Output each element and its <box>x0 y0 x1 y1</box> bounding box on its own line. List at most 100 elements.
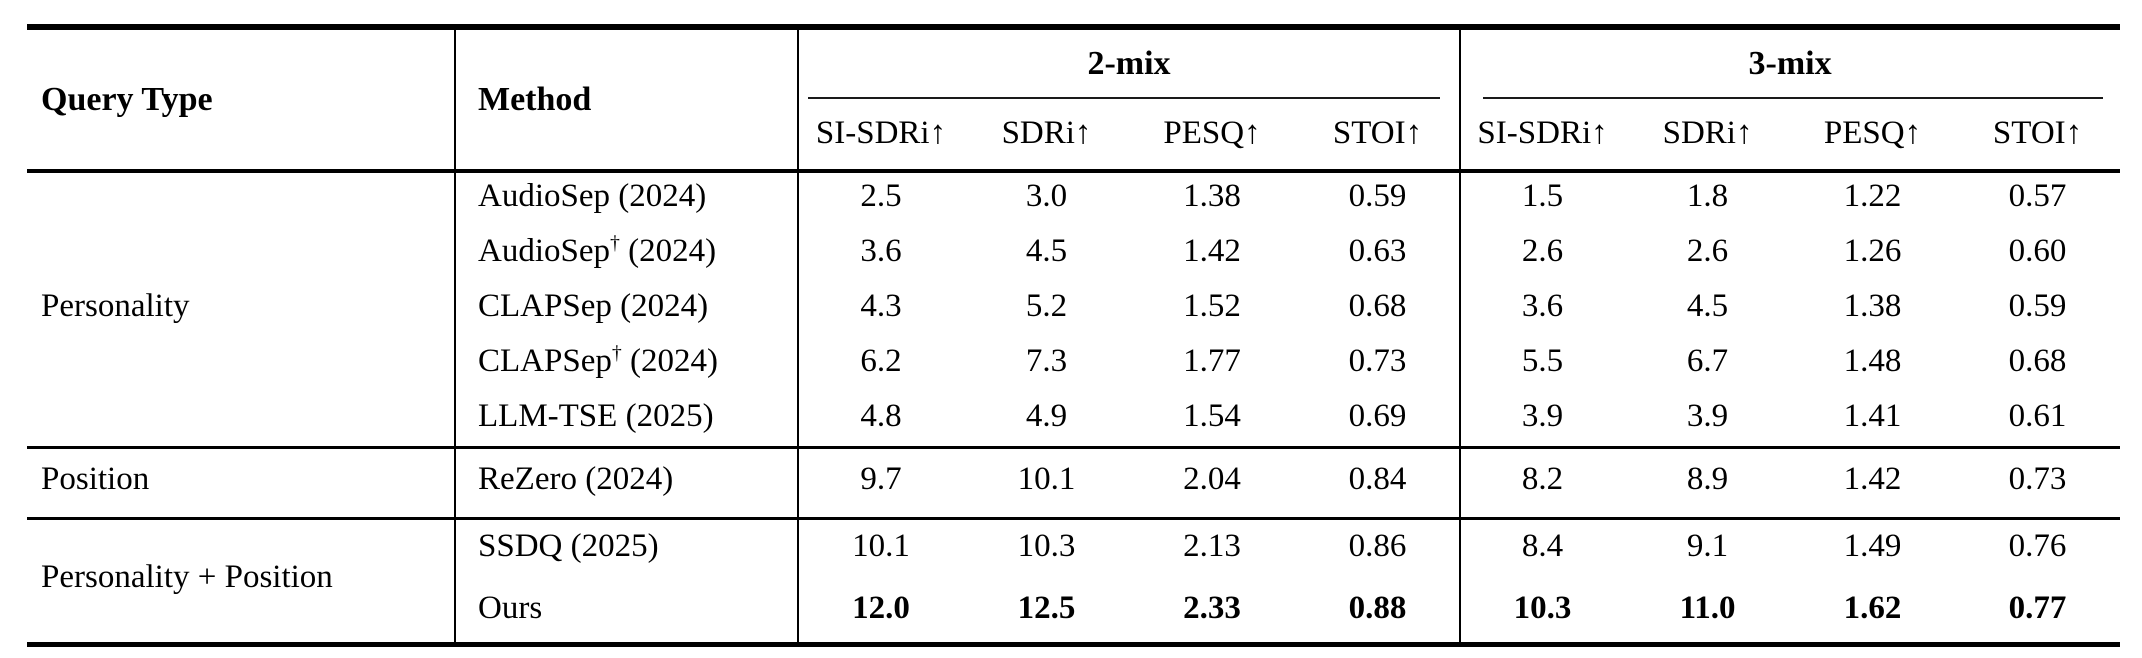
value-cell: 1.5 <box>1521 178 1564 214</box>
vertical-rule-querytype-method <box>454 30 456 642</box>
value-cell: 4.5 <box>1686 288 1729 324</box>
column-header-query-type: Query Type <box>41 80 213 118</box>
table-row: Ours 12.0 12.5 2.33 0.88 10.3 11.0 1.62 0.77 <box>27 577 2120 639</box>
value-cell: 1.42 <box>1183 233 1241 269</box>
vertical-rule-method-2mix <box>797 30 799 642</box>
value-cell: 1.77 <box>1183 343 1241 379</box>
value-cell: 4.8 <box>860 398 902 434</box>
results-table: Query Type Method 2-mix 3-mix SI-SDRi↑ S… <box>27 30 2120 639</box>
value-cell: 11.0 <box>1679 589 1736 626</box>
method-cell: SSDQ (2025) <box>478 527 659 564</box>
value-cell: 0.69 <box>1348 398 1407 434</box>
top-rule <box>27 24 2120 30</box>
metric-header-sdri: SDRi↑ <box>1001 114 1092 151</box>
dagger-superscript: † <box>611 342 622 364</box>
value-cell: 7.3 <box>1025 343 1068 379</box>
group-header-row: Query Type Method 2-mix 3-mix <box>27 30 2120 118</box>
value-cell: 4.9 <box>1025 398 1068 434</box>
section-rule-2 <box>27 517 2120 520</box>
metric-header-sdri: SDRi↑ <box>1662 114 1753 151</box>
cmidrule-3mix <box>1483 97 2103 99</box>
value-cell: 0.59 <box>1348 178 1407 214</box>
metric-header-pesq: PESQ↑ <box>1823 114 1922 151</box>
table-row: Position ReZero (2024) 9.7 10.1 2.04 0.84 8.2 8… <box>27 444 2120 515</box>
value-cell: 12.5 <box>1017 589 1076 626</box>
value-cell: 5.5 <box>1521 343 1564 379</box>
group-header-2mix: 2-mix <box>1087 44 1171 82</box>
value-cell: 2.33 <box>1183 589 1241 626</box>
table-body: Personality AudioSep (2024) 2.5 3.0 1.38 0.59… <box>27 169 2120 639</box>
value-cell: 1.26 <box>1843 233 1902 269</box>
value-cell: 1.48 <box>1843 343 1902 379</box>
method-cell: Ours <box>478 589 543 626</box>
value-cell: 10.1 <box>852 527 910 564</box>
value-cell: 0.59 <box>2008 288 2067 324</box>
value-cell: 10.3 <box>1513 589 1572 626</box>
value-cell: 5.2 <box>1025 288 1068 324</box>
value-cell: 9.1 <box>1686 527 1729 564</box>
value-cell: 10.3 <box>1017 527 1076 564</box>
dagger-superscript: † <box>610 232 620 254</box>
metric-header-row: SI-SDRi↑ SDRi↑ PESQ↑ STOI↑ SI-SDRi↑ SDRi… <box>27 97 2120 169</box>
method-cell: ReZero (2024) <box>478 461 674 497</box>
value-cell: 8.2 <box>1521 461 1564 497</box>
value-cell: 2.6 <box>1686 233 1729 269</box>
value-cell: 0.84 <box>1348 461 1407 497</box>
value-cell: 1.62 <box>1843 589 1902 626</box>
metric-header-si-sdri: SI-SDRi↑ <box>815 114 947 151</box>
value-cell: 2.5 <box>860 178 902 214</box>
metric-header-stoi: STOI↑ <box>1992 114 2083 151</box>
method-cell: CLAPSep† (2024) <box>478 342 718 379</box>
value-cell: 1.22 <box>1843 178 1902 214</box>
value-cell: 0.86 <box>1348 527 1407 564</box>
value-cell: 3.6 <box>860 233 902 269</box>
value-cell: 8.9 <box>1686 461 1729 497</box>
table-header: Query Type Method 2-mix 3-mix SI-SDRi↑ S… <box>27 30 2120 169</box>
metric-header-stoi: STOI↑ <box>1332 114 1423 151</box>
value-cell: 0.63 <box>1348 233 1407 269</box>
value-cell: 1.41 <box>1843 398 1902 434</box>
query-type-cell: Personality + Position <box>41 558 333 595</box>
table-row: LLM-TSE (2025) 4.8 4.9 1.54 0.69 3.9 3.9 1.41 0.… <box>27 389 2120 444</box>
method-cell: AudioSep† (2024) <box>478 232 717 269</box>
table-row: Personality AudioSep (2024) 2.5 3.0 1.38 0.59… <box>27 169 2120 324</box>
table-row: CLAPSep (2024) 4.3 5.2 1.52 0.68 3.6 4.5 1.38 0.… <box>27 279 2120 334</box>
column-header-method: Method <box>478 80 592 118</box>
value-cell: 1.42 <box>1843 461 1902 497</box>
value-cell: 1.49 <box>1843 527 1902 564</box>
value-cell: 8.4 <box>1521 527 1564 564</box>
metric-header-pesq: PESQ↑ <box>1163 114 1261 151</box>
bottom-rule <box>27 642 2120 647</box>
value-cell: 0.88 <box>1348 589 1407 626</box>
value-cell: 1.38 <box>1183 178 1241 214</box>
value-cell: 3.9 <box>1521 398 1564 434</box>
query-type-cell: Personality <box>41 288 190 324</box>
cmidrule-2mix <box>808 97 1440 99</box>
value-cell: 0.57 <box>2008 178 2067 214</box>
value-cell: 4.5 <box>1025 233 1068 269</box>
value-cell: 0.77 <box>2008 589 2067 626</box>
value-cell: 0.68 <box>2008 343 2067 379</box>
value-cell: 6.7 <box>1686 343 1729 379</box>
value-cell: 0.68 <box>1348 288 1407 324</box>
value-cell: 10.1 <box>1017 461 1076 497</box>
value-cell: 2.13 <box>1183 527 1241 564</box>
value-cell: 3.0 <box>1025 178 1068 214</box>
group-header-3mix: 3-mix <box>1748 44 1832 82</box>
table-row: CLAPSep† (2024) 6.2 7.3 1.77 0.73 5.5 6.7 1.48 0… <box>27 334 2120 389</box>
value-cell: 1.8 <box>1686 178 1729 214</box>
value-cell: 6.2 <box>860 343 902 379</box>
method-cell: LLM-TSE (2025) <box>478 398 714 434</box>
metric-header-si-sdri: SI-SDRi↑ <box>1477 114 1608 151</box>
table-row: AudioSep† (2024) 3.6 4.5 1.42 0.63 2.6 2.6 1.26… <box>27 224 2120 279</box>
value-cell: 3.9 <box>1686 398 1729 434</box>
value-cell: 2.04 <box>1183 461 1241 497</box>
value-cell: 0.73 <box>1348 343 1407 379</box>
method-cell: CLAPSep (2024) <box>478 288 709 324</box>
value-cell: 12.0 <box>852 589 910 626</box>
value-cell: 3.6 <box>1521 288 1564 324</box>
value-cell: 0.73 <box>2008 461 2067 497</box>
value-cell: 1.52 <box>1183 288 1241 324</box>
value-cell: 1.54 <box>1183 398 1241 434</box>
